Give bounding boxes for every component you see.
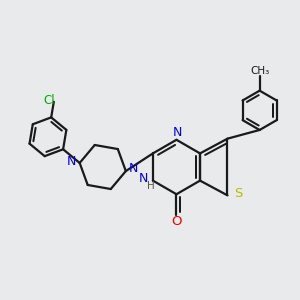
Text: O: O — [171, 215, 182, 228]
Text: CH₃: CH₃ — [251, 66, 270, 76]
Text: Cl: Cl — [44, 94, 55, 107]
Text: S: S — [234, 187, 242, 200]
Text: N: N — [67, 154, 76, 168]
Text: N: N — [139, 172, 148, 185]
Text: N: N — [172, 126, 182, 139]
Text: N: N — [129, 162, 138, 175]
Text: H: H — [147, 181, 155, 191]
